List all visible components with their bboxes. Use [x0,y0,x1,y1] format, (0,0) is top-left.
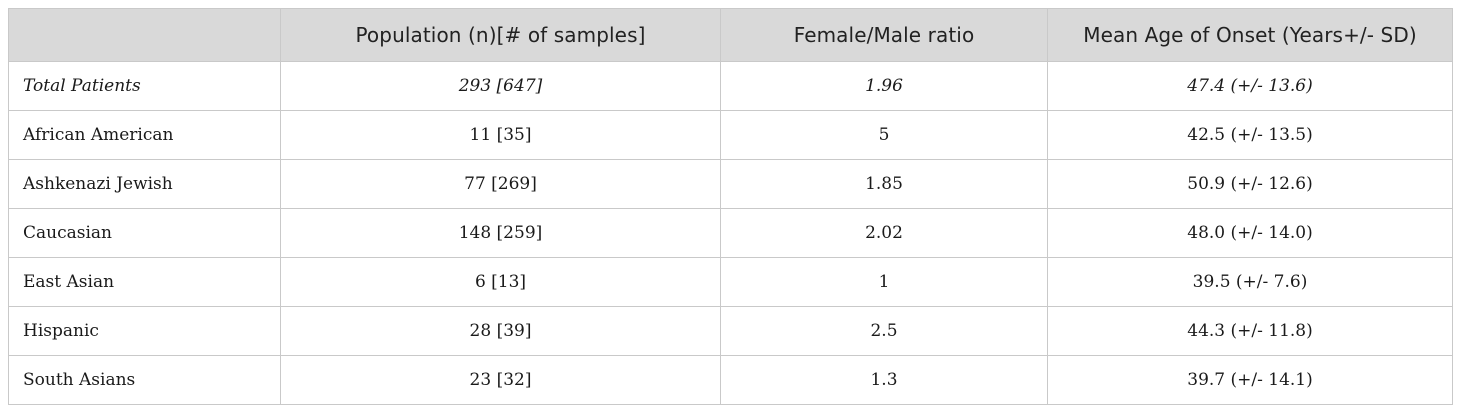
row-label: African American [8,110,281,160]
mean-age-cell: 42.5 (+/- 13.5) [1047,110,1453,160]
mean-age-cell: 50.9 (+/- 12.6) [1047,159,1453,209]
population-cell: 293 [647] [280,61,721,111]
table-row: Hispanic 28 [39] 2.5 44.3 (+/- 11.8) [8,306,1453,356]
table-header: Population (n)[# of samples] Female/Male… [8,8,1453,62]
header-cell-ratio: Female/Male ratio [720,8,1048,62]
mean-age-cell: 39.7 (+/- 14.1) [1047,355,1453,405]
table-row: African American 11 [35] 5 42.5 (+/- 13.… [8,110,1453,160]
table-row-total: Total Patients 293 [647] 1.96 47.4 (+/- … [8,61,1453,111]
row-label: South Asians [8,355,281,405]
header-row: Population (n)[# of samples] Female/Male… [8,8,1453,62]
header-cell-empty [8,8,281,62]
table-row: South Asians 23 [32] 1.3 39.7 (+/- 14.1) [8,355,1453,405]
ratio-cell: 1 [720,257,1048,307]
population-cell: 28 [39] [280,306,721,356]
demographics-table: Population (n)[# of samples] Female/Male… [8,8,1453,405]
row-label: East Asian [8,257,281,307]
population-cell: 11 [35] [280,110,721,160]
mean-age-cell: 44.3 (+/- 11.8) [1047,306,1453,356]
ratio-cell: 1.96 [720,61,1048,111]
mean-age-cell: 47.4 (+/- 13.6) [1047,61,1453,111]
ratio-cell: 2.5 [720,306,1048,356]
mean-age-cell: 48.0 (+/- 14.0) [1047,208,1453,258]
table-row: East Asian 6 [13] 1 39.5 (+/- 7.6) [8,257,1453,307]
table-row: Ashkenazi Jewish 77 [269] 1.85 50.9 (+/-… [8,159,1453,209]
population-cell: 77 [269] [280,159,721,209]
row-label: Hispanic [8,306,281,356]
table-container: Population (n)[# of samples] Female/Male… [8,8,1453,405]
table-row: Caucasian 148 [259] 2.02 48.0 (+/- 14.0) [8,208,1453,258]
mean-age-cell: 39.5 (+/- 7.6) [1047,257,1453,307]
population-cell: 6 [13] [280,257,721,307]
header-cell-population: Population (n)[# of samples] [280,8,721,62]
ratio-cell: 1.85 [720,159,1048,209]
ratio-cell: 5 [720,110,1048,160]
header-cell-mean-age: Mean Age of Onset (Years+/- SD) [1047,8,1453,62]
table-body: Total Patients 293 [647] 1.96 47.4 (+/- … [8,61,1453,405]
population-cell: 148 [259] [280,208,721,258]
row-label: Ashkenazi Jewish [8,159,281,209]
row-label: Caucasian [8,208,281,258]
row-label: Total Patients [8,61,281,111]
population-cell: 23 [32] [280,355,721,405]
ratio-cell: 1.3 [720,355,1048,405]
ratio-cell: 2.02 [720,208,1048,258]
